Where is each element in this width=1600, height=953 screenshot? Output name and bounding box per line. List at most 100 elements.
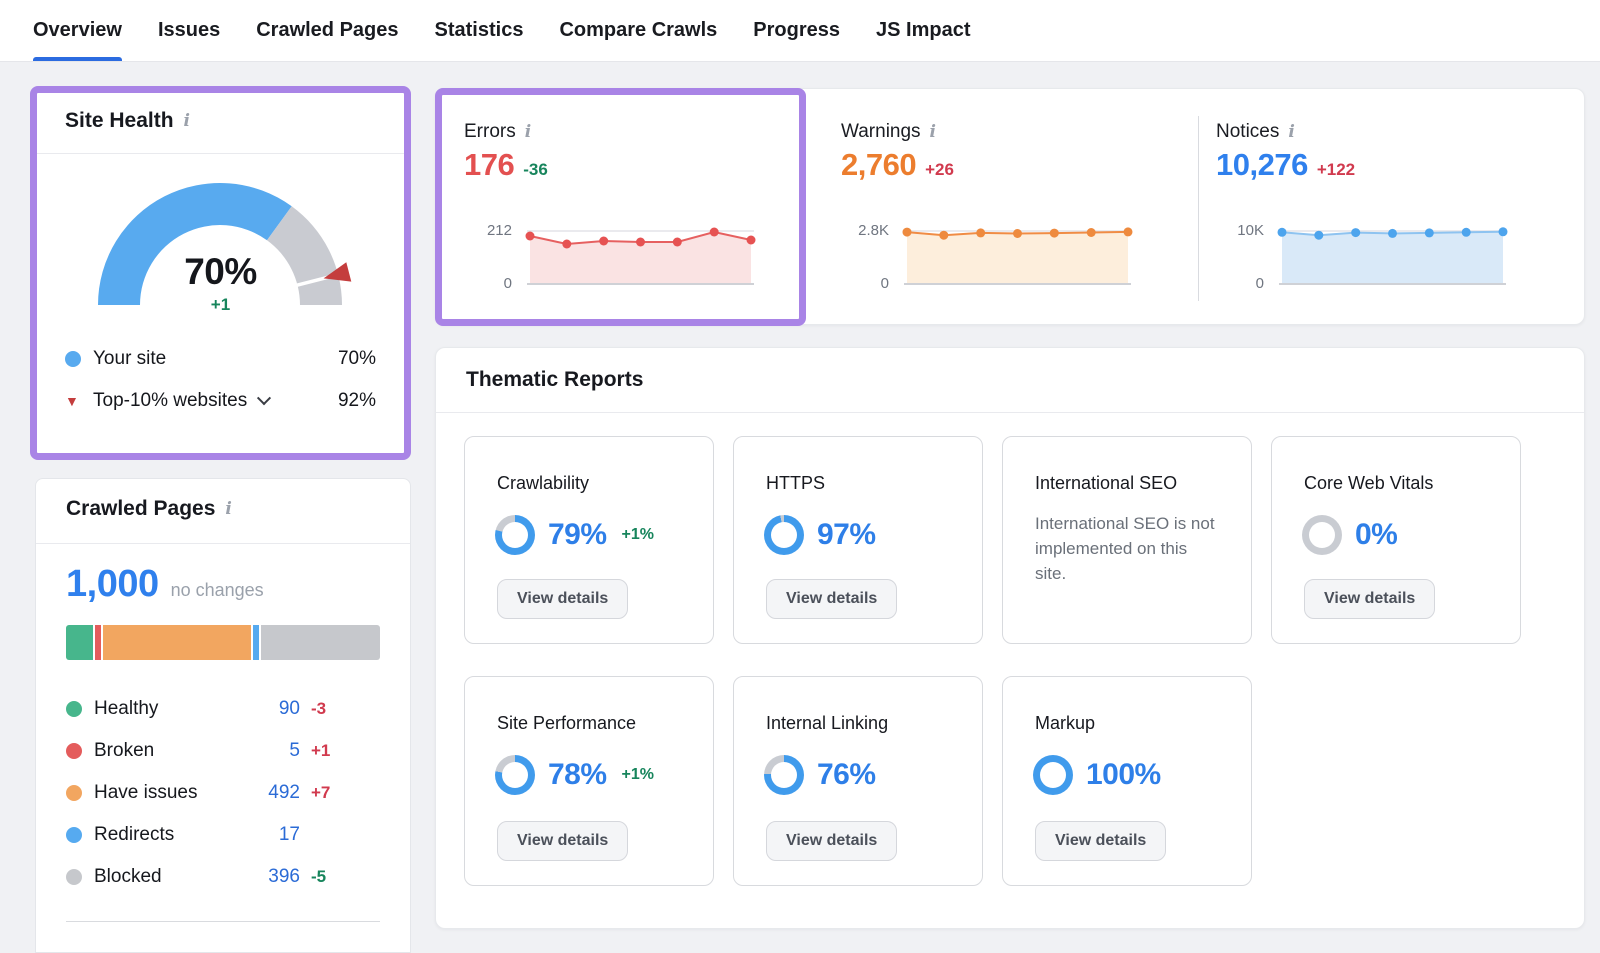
legend-value-link[interactable]: 396: [268, 865, 300, 887]
view-details-button[interactable]: View details: [497, 579, 629, 619]
info-icon[interactable]: i: [225, 498, 232, 519]
tile-internal-linking: Internal Linking 76% View details: [733, 676, 983, 886]
legend-label: Blocked: [94, 865, 162, 887]
bar-segment-have-issues[interactable]: [103, 625, 251, 660]
info-icon[interactable]: i: [1288, 121, 1295, 142]
y-axis-min-label: 0: [880, 275, 889, 292]
nav-tab-crawled-pages[interactable]: Crawled Pages: [256, 19, 399, 41]
tile-score-row: 79% +1%: [495, 515, 654, 555]
legend-value: 92%: [337, 389, 376, 411]
y-axis-max-label: 10K: [1237, 222, 1264, 239]
highlight-box-site-health: Site Health i 70% +1 Your site 70% ▼ Top…: [30, 86, 411, 460]
top-nav: Overview Issues Crawled Pages Statistics…: [0, 0, 1600, 62]
thematic-reports-title: Thematic Reports: [466, 368, 643, 392]
y-axis-max-label: 212: [486, 222, 512, 239]
view-details-button[interactable]: View details: [766, 579, 898, 619]
errors-title-text: Errors: [464, 121, 516, 142]
errors-title: Errors i: [464, 121, 531, 143]
notices-value: 10,276: [1216, 147, 1308, 182]
legend-delta: +7: [311, 782, 331, 802]
nav-tab-compare-crawls[interactable]: Compare Crawls: [559, 19, 718, 41]
legend-dot-blocked: [66, 868, 82, 885]
notices-trend-chart: [1277, 227, 1508, 285]
legend-value: 70%: [337, 347, 376, 369]
site-health-legend: Your site 70% ▼ Top-10% websites 92%: [65, 345, 376, 429]
tile-percent: 79%: [548, 518, 607, 551]
crawled-pages-legend: Healthy 90 -3 Broken 5 +1 Have issues 49…: [66, 695, 350, 905]
info-icon[interactable]: i: [929, 121, 937, 142]
issues-summary-card: Errors i 176 -36 212 0 Warnings i 2,760 …: [435, 88, 1585, 325]
nav-tab-js-impact[interactable]: JS Impact: [876, 19, 971, 41]
nav-tab-overview[interactable]: Overview: [33, 0, 122, 61]
site-health-title-text: Site Health: [65, 109, 174, 132]
info-icon[interactable]: i: [524, 121, 532, 142]
view-details-button[interactable]: View details: [766, 821, 898, 861]
tile-title: HTTPS: [766, 473, 826, 493]
tile-delta: +1%: [621, 526, 655, 543]
notices-metric: Notices i 10,276 +122 10K 0: [1216, 89, 1564, 324]
header-divider: [36, 543, 410, 544]
nav-tab-statistics[interactable]: Statistics: [434, 19, 524, 41]
legend-row-top10-websites[interactable]: ▼ Top-10% websites 92%: [65, 387, 376, 414]
legend-row-healthy: Healthy 90 -3: [66, 695, 350, 722]
site-health-score-delta: +1: [210, 295, 231, 314]
tile-title: Internal Linking: [766, 713, 889, 733]
chevron-down-icon[interactable]: [257, 390, 272, 405]
section-divider: [1198, 116, 1199, 301]
triangle-down-icon: ▼: [65, 392, 79, 409]
tile-crawlability: Crawlability 79% +1% View details: [464, 436, 714, 644]
warnings-value-row: 2,760 +26: [841, 147, 954, 183]
warnings-title-text: Warnings: [841, 121, 921, 142]
bar-segment-broken[interactable]: [95, 625, 102, 660]
site-health-card: Site Health i 70% +1 Your site 70% ▼ Top…: [37, 93, 404, 453]
crawled-pages-total-row: 1,000 no changes: [66, 563, 264, 606]
errors-metric: Errors i 176 -36 212 0: [464, 89, 794, 324]
info-icon[interactable]: i: [183, 110, 190, 131]
tile-score-row: 97%: [764, 515, 876, 555]
legend-delta: +1: [311, 740, 331, 760]
tile-score-row: 0%: [1302, 515, 1398, 555]
warnings-metric: Warnings i 2,760 +26 2.8K 0: [841, 89, 1171, 324]
errors-value: 176: [464, 147, 515, 182]
tile-title: Markup: [1035, 713, 1096, 733]
tile-title: Crawlability: [497, 473, 590, 493]
tile-markup: Markup 100% View details: [1002, 676, 1252, 886]
bar-segment-blocked[interactable]: [260, 625, 380, 660]
bar-segment-redirects[interactable]: [252, 625, 259, 660]
tile-score-row: 100%: [1033, 755, 1161, 795]
legend-dot-broken: [66, 742, 82, 759]
site-health-gauge: [98, 183, 352, 305]
legend-value-link[interactable]: 17: [278, 823, 300, 845]
tile-score-row: 76%: [764, 755, 876, 795]
bar-segment-healthy[interactable]: [66, 625, 94, 660]
tile-percent: 100%: [1086, 758, 1161, 791]
legend-label: Healthy: [94, 697, 159, 719]
view-details-button[interactable]: View details: [1035, 821, 1167, 861]
tile-percent: 76%: [817, 758, 876, 791]
view-details-button[interactable]: View details: [497, 821, 629, 861]
tile-international-seo: International SEO International SEO is n…: [1002, 436, 1252, 644]
site-health-title: Site Health i: [65, 109, 190, 133]
crawled-pages-card: Crawled Pages i 1,000 no changes Healthy…: [35, 478, 411, 953]
legend-value-link[interactable]: 5: [289, 739, 300, 761]
tile-delta: +1%: [621, 766, 655, 783]
notices-value-row: 10,276 +122: [1216, 147, 1355, 183]
nav-tab-progress[interactable]: Progress: [753, 19, 841, 41]
tile-title: Site Performance: [497, 713, 637, 733]
legend-label: Top-10% websites: [93, 389, 248, 411]
thematic-reports-title-text: Thematic Reports: [466, 368, 644, 391]
legend-row-broken: Broken 5 +1: [66, 737, 350, 764]
tile-percent: 78%: [548, 758, 607, 791]
legend-dot-your-site: [65, 350, 81, 367]
legend-value-link[interactable]: 492: [268, 781, 300, 803]
tile-score-row: 78% +1%: [495, 755, 654, 795]
errors-delta: -36: [523, 160, 548, 179]
header-divider: [436, 412, 1584, 413]
warnings-trend-chart: [902, 227, 1133, 285]
nav-tab-issues[interactable]: Issues: [157, 19, 221, 41]
site-performance-donut: [495, 755, 535, 795]
legend-value-link[interactable]: 90: [278, 697, 300, 719]
crawled-pages-total-note: no changes: [170, 580, 264, 600]
crawled-pages-total: 1,000: [66, 563, 159, 605]
view-details-button[interactable]: View details: [1304, 579, 1436, 619]
